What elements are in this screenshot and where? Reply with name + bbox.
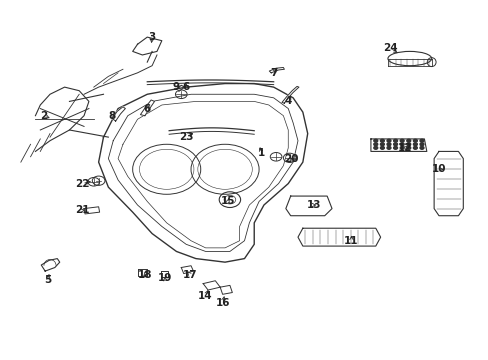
Circle shape — [373, 139, 377, 142]
Circle shape — [399, 143, 403, 146]
Text: 6: 6 — [182, 82, 189, 92]
Polygon shape — [370, 139, 426, 152]
Text: 14: 14 — [198, 291, 212, 301]
Circle shape — [419, 147, 423, 149]
Text: 18: 18 — [137, 270, 152, 280]
Polygon shape — [84, 207, 100, 214]
Polygon shape — [35, 87, 89, 152]
Text: 23: 23 — [179, 132, 193, 142]
Text: 16: 16 — [215, 298, 229, 308]
Polygon shape — [161, 271, 167, 277]
Polygon shape — [112, 107, 125, 121]
Text: 10: 10 — [431, 164, 446, 174]
Circle shape — [419, 139, 423, 142]
Circle shape — [380, 139, 384, 142]
Circle shape — [386, 143, 390, 146]
Text: 12: 12 — [397, 143, 411, 153]
Polygon shape — [203, 281, 220, 290]
Text: 13: 13 — [306, 200, 321, 210]
Polygon shape — [132, 37, 162, 55]
Text: 22: 22 — [75, 179, 89, 189]
Text: 24: 24 — [382, 43, 397, 53]
Circle shape — [412, 147, 416, 149]
Circle shape — [373, 143, 377, 146]
Text: 4: 4 — [284, 96, 291, 107]
Circle shape — [380, 143, 384, 146]
Text: 17: 17 — [183, 270, 197, 280]
Circle shape — [406, 139, 410, 142]
Circle shape — [419, 143, 423, 146]
Text: 19: 19 — [157, 273, 172, 283]
Circle shape — [386, 147, 390, 149]
Polygon shape — [285, 196, 331, 216]
Polygon shape — [181, 266, 193, 274]
Polygon shape — [297, 228, 380, 246]
Polygon shape — [140, 100, 154, 116]
Circle shape — [386, 139, 390, 142]
Polygon shape — [41, 258, 60, 271]
Circle shape — [406, 143, 410, 146]
Circle shape — [399, 139, 403, 142]
Text: 7: 7 — [269, 68, 277, 78]
Text: 3: 3 — [148, 32, 155, 42]
Polygon shape — [137, 269, 147, 276]
Text: 1: 1 — [257, 148, 264, 158]
Text: 11: 11 — [344, 236, 358, 246]
Circle shape — [412, 139, 416, 142]
Polygon shape — [269, 67, 284, 73]
Text: 15: 15 — [220, 197, 235, 206]
Text: 8: 8 — [108, 111, 116, 121]
Circle shape — [393, 147, 397, 149]
Text: 21: 21 — [75, 205, 89, 215]
Text: 20: 20 — [284, 154, 298, 163]
Text: 9: 9 — [173, 82, 180, 92]
Circle shape — [373, 147, 377, 149]
Circle shape — [412, 143, 416, 146]
Circle shape — [406, 147, 410, 149]
Circle shape — [399, 147, 403, 149]
Circle shape — [393, 143, 397, 146]
Polygon shape — [282, 86, 298, 103]
Polygon shape — [99, 84, 307, 262]
Text: 2: 2 — [41, 111, 48, 121]
Text: 5: 5 — [44, 275, 51, 285]
Circle shape — [393, 139, 397, 142]
Circle shape — [380, 147, 384, 149]
Polygon shape — [433, 152, 462, 216]
Text: 6: 6 — [143, 104, 151, 113]
Polygon shape — [220, 285, 232, 294]
